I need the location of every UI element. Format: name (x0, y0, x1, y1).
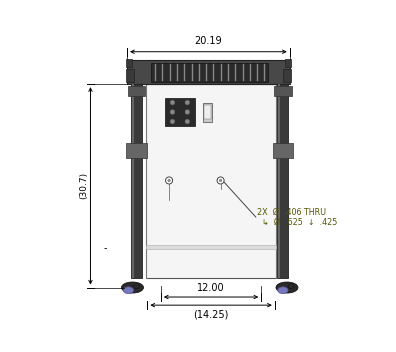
Bar (204, 105, 211, 119)
Bar (151, 63, 268, 82)
Circle shape (185, 109, 190, 114)
Circle shape (170, 119, 175, 124)
Bar (165, 98, 195, 126)
Circle shape (219, 179, 222, 182)
Text: 20.19: 20.19 (194, 36, 222, 46)
Bar (146, 245, 276, 249)
Bar (146, 84, 276, 278)
Text: ↳  Ø  .625  ↓  .425: ↳ Ø .625 ↓ .425 (257, 218, 337, 227)
Ellipse shape (123, 287, 133, 294)
Text: 2X  Ø  .406 THRU: 2X Ø .406 THRU (257, 208, 326, 217)
Bar (278, 84, 288, 278)
Text: (30.7): (30.7) (79, 172, 88, 200)
Bar (131, 84, 142, 278)
Bar (127, 60, 290, 84)
Bar (272, 143, 293, 158)
Circle shape (166, 177, 173, 184)
Bar (132, 84, 134, 278)
Ellipse shape (122, 282, 143, 293)
Bar (278, 84, 280, 278)
Bar (285, 58, 291, 67)
Bar (203, 103, 212, 122)
Text: (14.25): (14.25) (193, 309, 229, 320)
Text: 12.00: 12.00 (197, 283, 225, 293)
Bar (128, 86, 145, 96)
Bar (283, 69, 291, 82)
Bar (274, 86, 291, 96)
Circle shape (185, 119, 190, 124)
Bar (126, 69, 134, 82)
Bar (126, 58, 132, 67)
Text: -: - (104, 243, 107, 253)
Ellipse shape (288, 284, 294, 289)
Circle shape (170, 100, 175, 105)
Bar (126, 143, 147, 158)
Circle shape (217, 177, 224, 184)
Circle shape (185, 100, 190, 105)
Ellipse shape (278, 287, 288, 294)
Ellipse shape (276, 282, 298, 293)
Circle shape (168, 179, 170, 182)
Ellipse shape (133, 284, 139, 289)
Circle shape (170, 109, 175, 114)
